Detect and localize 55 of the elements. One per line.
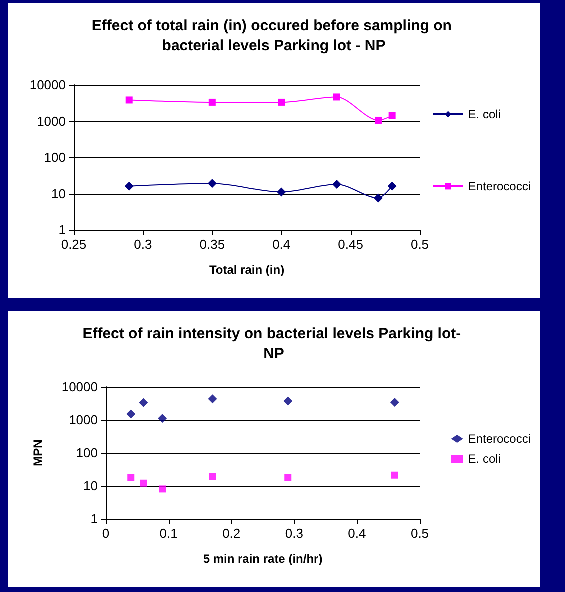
point [284,396,293,406]
point [140,480,148,487]
x-tick-label: 0.25 [61,237,87,252]
point [159,486,166,493]
x-tick-label: 0.4 [348,526,366,541]
point [208,394,218,404]
point [208,98,216,106]
point [278,98,286,106]
point [332,180,342,189]
x-axis-title: Total rain (in) [209,263,285,277]
y-tick-label: 1 [90,512,98,526]
point [374,194,383,203]
point [391,472,398,479]
point [388,112,396,120]
point [139,398,148,408]
point [209,473,216,480]
x-tick-label: 0.35 [200,237,226,252]
point [126,96,133,104]
point [277,188,286,197]
legend-label: Enterococci [468,432,532,446]
y-tick-label: 10 [52,186,66,202]
legend-label: E. coli [468,452,501,466]
x-axis-title: 5 min rain rate (in/hr) [203,552,323,566]
x-tick-label: 0.5 [410,526,430,541]
point [158,414,168,424]
legend-label: Enterococci [468,180,532,194]
y-tick-label: 10000 [62,380,98,394]
y-tick-label: 1000 [37,114,66,129]
y-tick-label: 10000 [30,78,66,92]
point [374,116,382,124]
point [124,182,134,191]
y-tick-label: 10 [84,478,98,494]
x-tick-label: 0 [102,526,110,541]
legend-label: E. coli [468,108,501,122]
y-tick-label: 1000 [69,412,98,428]
point [128,474,135,482]
x-tick-label: 0.5 [410,237,430,252]
x-tick-label: 0.2 [222,526,241,541]
x-tick-label: 0.45 [338,237,364,252]
point [388,182,397,191]
x-tick-label: 0.4 [272,237,291,252]
y-axis-title: MPN [31,440,45,466]
point [126,410,136,419]
point [284,474,292,482]
point [333,94,340,101]
y-tick-label: 100 [44,150,66,165]
x-tick-label: 0.1 [160,526,178,541]
x-tick-label: 0.3 [134,237,152,252]
chart-title: Effect of rain intensity on bacterial levels Parking lot- NP [82,326,466,362]
point [390,398,400,407]
chart-title: Effect of total rain (in) occured before sampling on bacterial levels Parking lot - NP [92,18,456,54]
y-tick-label: 1 [58,222,66,238]
point [208,179,217,188]
x-tick-label: 0.3 [285,526,304,541]
y-tick-label: 100 [76,446,98,460]
